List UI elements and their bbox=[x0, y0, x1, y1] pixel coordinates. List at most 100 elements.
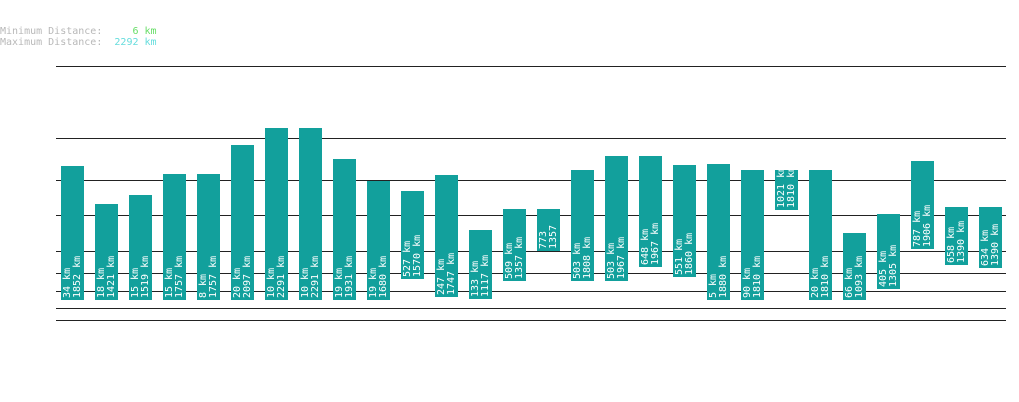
bar-bottom-label: 66 km bbox=[844, 268, 855, 298]
bar-group: 405 km 1305 km bbox=[877, 214, 900, 289]
bar bbox=[945, 207, 968, 265]
bar-bottom-label: 8 km bbox=[198, 274, 209, 298]
bar-top-label: 1810 km bbox=[752, 256, 763, 298]
bar-group: 509 km 1357 km bbox=[503, 209, 526, 281]
bar-bottom-label: 509 km bbox=[504, 243, 515, 279]
bar-group: 5 km 1880 km bbox=[707, 164, 730, 300]
bar bbox=[775, 170, 798, 210]
max-distance-label: Maximum Distance: bbox=[0, 37, 103, 48]
bar bbox=[129, 195, 152, 300]
bar-bottom-label: 634 km bbox=[980, 230, 991, 266]
bar bbox=[707, 164, 730, 300]
bar bbox=[197, 174, 220, 300]
bar bbox=[367, 181, 390, 300]
bar-bottom-label: 90 km bbox=[742, 268, 753, 298]
bar-top-label: 1390 km bbox=[956, 221, 967, 263]
bar-top-label: 1390 km bbox=[990, 224, 1001, 266]
bar bbox=[639, 156, 662, 267]
bar-group: 634 km 1390 km bbox=[979, 207, 1002, 268]
bar-top-label: 1810 km bbox=[820, 256, 831, 298]
bar-top-label: 1570 km bbox=[412, 235, 423, 277]
bar-top-label: 1880 km bbox=[718, 256, 729, 298]
bar-group: 19 km 1680 km bbox=[367, 181, 390, 300]
bar-group: 15 km 1519 km bbox=[129, 195, 152, 300]
bar-group: 503 km 1808 km bbox=[571, 170, 594, 281]
bar-top-label: 1680 km bbox=[378, 256, 389, 298]
bar-group: 19 km 1931 km bbox=[333, 159, 356, 300]
bar-top-label: 1305 km bbox=[888, 245, 899, 287]
bar-bottom-label: 773 bbox=[538, 231, 549, 249]
bar-top-label: 1810 km bbox=[786, 166, 797, 208]
min-distance-value: 6 km bbox=[132, 26, 157, 37]
bar-top-label: 1860 km bbox=[684, 233, 695, 275]
bar-top-label: 1967 km bbox=[650, 223, 661, 265]
bar-bottom-label: 405 km bbox=[878, 251, 889, 287]
min-distance-label: Minimum Distance: bbox=[0, 26, 103, 37]
bar bbox=[537, 209, 560, 251]
bar-bottom-label: 10 km bbox=[300, 268, 311, 298]
bar bbox=[469, 230, 492, 299]
bar-group: 503 km 1967 km bbox=[605, 156, 628, 281]
bar bbox=[605, 156, 628, 281]
bar-group: 773 1357 bbox=[537, 209, 560, 251]
bar-bottom-label: 20 km bbox=[810, 268, 821, 298]
bar bbox=[401, 191, 424, 279]
bar-bottom-label: 10 km bbox=[266, 268, 277, 298]
bar-top-label: 1093 km bbox=[854, 256, 865, 298]
bar-top-label: 1357 bbox=[548, 225, 559, 249]
bar-bottom-label: 133 km bbox=[470, 261, 481, 297]
bar bbox=[231, 145, 254, 300]
bar-group: 90 km 1810 km bbox=[741, 170, 764, 300]
bar-bottom-label: 15 km bbox=[164, 268, 175, 298]
bar-group: 10 km 2291 km bbox=[299, 128, 322, 300]
bar-bottom-label: 20 km bbox=[232, 268, 243, 298]
bar-group: 8 km 1757 km bbox=[197, 174, 220, 300]
bar-top-label: 1967 km bbox=[616, 237, 627, 279]
bar bbox=[435, 175, 458, 297]
bar bbox=[843, 233, 866, 300]
bar-group: 10 km 2291 km bbox=[265, 128, 288, 300]
bar-group: 20 km 1810 km bbox=[809, 170, 832, 300]
bar-bottom-label: 19 km bbox=[368, 268, 379, 298]
bar-bottom-label: 1021 km bbox=[776, 166, 787, 208]
bar bbox=[673, 165, 696, 277]
bar-top-label: 1421 km bbox=[106, 256, 117, 298]
bar-group: 15 km 1757 km bbox=[163, 174, 186, 300]
bar bbox=[911, 161, 934, 249]
bar-group: 1021 km 1810 km bbox=[775, 166, 798, 210]
bar-group: 20 km 2097 km bbox=[231, 145, 254, 300]
bar-top-label: 1757 km bbox=[174, 256, 185, 298]
bar-bottom-label: 5 km bbox=[708, 274, 719, 298]
max-distance-value: 2292 km bbox=[114, 37, 157, 48]
bar bbox=[503, 209, 526, 281]
bar bbox=[809, 170, 832, 300]
bar-group: 527 km 1570 km bbox=[401, 191, 424, 279]
bar-top-label: 1906 km bbox=[922, 205, 933, 247]
bar-bottom-label: 19 km bbox=[334, 268, 345, 298]
bar-top-label: 1747 km bbox=[446, 253, 457, 295]
bar bbox=[741, 170, 764, 300]
bar bbox=[95, 204, 118, 300]
bar-top-label: 1357 km bbox=[514, 237, 525, 279]
bar bbox=[571, 170, 594, 281]
bar-bottom-label: 648 km bbox=[640, 229, 651, 265]
bar-bottom-label: 658 km bbox=[946, 227, 957, 263]
bar-top-label: 1519 km bbox=[140, 256, 151, 298]
bar-group: 658 km 1390 km bbox=[945, 207, 968, 265]
bar-top-label: 2291 km bbox=[276, 256, 287, 298]
bar bbox=[163, 174, 186, 300]
bar-group: 551 km 1860 km bbox=[673, 165, 696, 277]
bar-group: 66 km 1093 km bbox=[843, 233, 866, 300]
bar-top-label: 1808 km bbox=[582, 237, 593, 279]
bar bbox=[265, 128, 288, 300]
bar-bottom-label: 787 km bbox=[912, 211, 923, 247]
bar-top-label: 1931 km bbox=[344, 256, 355, 298]
bar-bottom-label: 15 km bbox=[130, 268, 141, 298]
bar-bottom-label: 527 km bbox=[402, 241, 413, 277]
bar-top-label: 2291 km bbox=[310, 256, 321, 298]
bar bbox=[877, 214, 900, 289]
bar bbox=[333, 159, 356, 300]
bar-bottom-label: 503 km bbox=[572, 243, 583, 279]
bar-group: 787 km 1906 km bbox=[911, 161, 934, 249]
